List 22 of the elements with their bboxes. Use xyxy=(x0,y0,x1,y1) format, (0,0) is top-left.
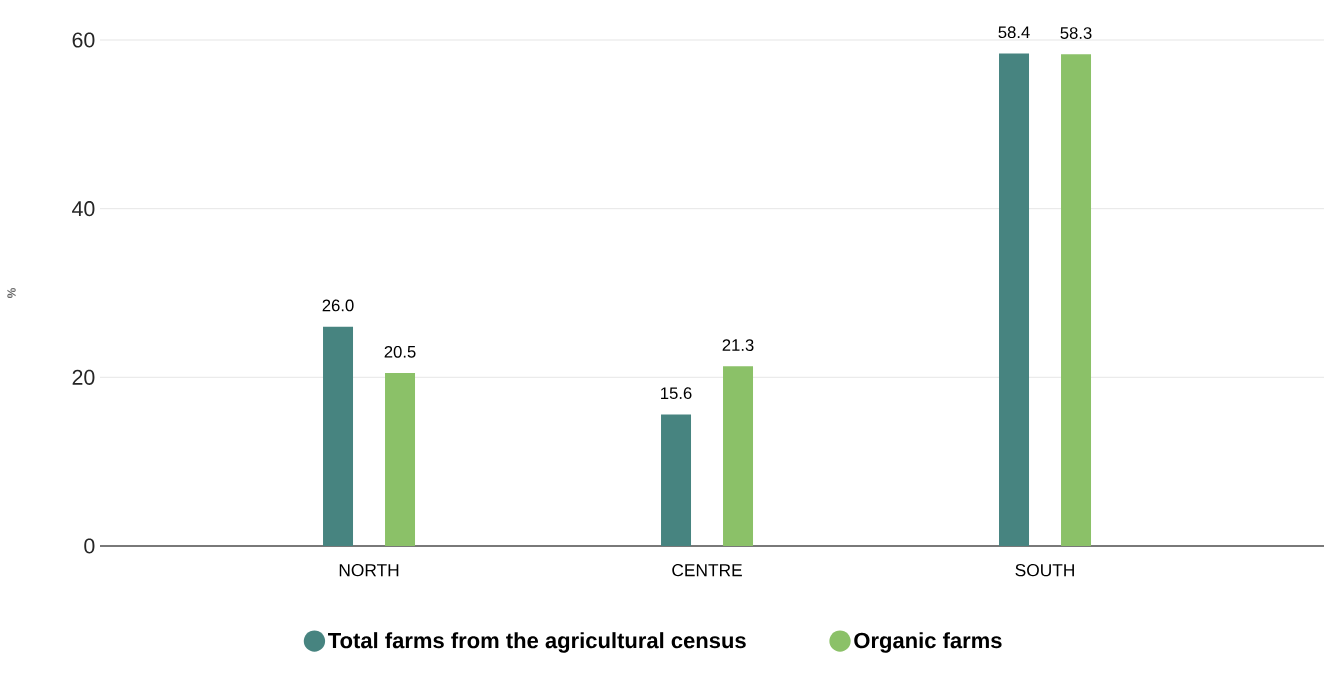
y-axis-title: % xyxy=(7,287,16,299)
data-label: 20.5 xyxy=(384,345,416,358)
y-tick-label: 0 xyxy=(84,538,95,554)
bar xyxy=(323,326,354,546)
x-tick-label: CENTRE xyxy=(672,564,742,577)
y-tick-label: 60 xyxy=(72,32,95,48)
x-tick-label: SOUTH xyxy=(1015,564,1074,577)
legend-label: Organic farms xyxy=(854,632,1002,653)
bar xyxy=(385,373,416,546)
data-label: 26.0 xyxy=(322,299,354,312)
legend-label: Total farms from the agricultural census xyxy=(328,632,746,653)
data-label: 21.3 xyxy=(722,339,754,351)
x-tick-label: NORTH xyxy=(339,564,399,577)
y-tick-label: 20 xyxy=(72,369,95,385)
data-label: 58.3 xyxy=(1060,27,1092,39)
bar xyxy=(999,53,1030,546)
data-label: 58.4 xyxy=(998,26,1030,39)
y-tick-label: 40 xyxy=(72,201,95,217)
data-label: 15.6 xyxy=(661,387,692,400)
bar xyxy=(723,366,754,546)
bar xyxy=(661,414,692,546)
bar xyxy=(1061,54,1092,546)
